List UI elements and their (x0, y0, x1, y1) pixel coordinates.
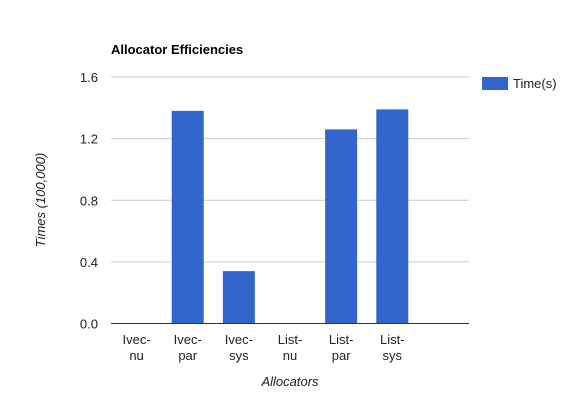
legend-swatch (482, 77, 508, 90)
y-tick-labels: 0.0 0.4 0.8 1.2 1.6 (80, 70, 98, 332)
x-tick-label: Ivec- (122, 332, 150, 347)
chart-title: Allocator Efficiencies (111, 42, 243, 57)
x-tick-label: par (178, 348, 197, 363)
x-tick-label: par (332, 348, 351, 363)
legend: Time(s) (482, 76, 557, 91)
y-tick-label: 1.6 (80, 70, 98, 85)
x-tick-label: List- (278, 332, 303, 347)
bar (325, 129, 358, 324)
x-tick-label: List- (380, 332, 405, 347)
x-tick-label: Ivec- (174, 332, 202, 347)
x-tick-label: Ivec- (225, 332, 253, 347)
y-tick-label: 1.2 (80, 132, 98, 147)
bar (222, 271, 255, 324)
x-tick-labels: Ivec-nuIvec-parIvec-sysList-nuList-parLi… (122, 332, 404, 363)
y-tick-label: 0.8 (80, 193, 98, 208)
bar (171, 110, 204, 324)
x-tick-label: List- (329, 332, 354, 347)
y-tick-label: 0.0 (80, 317, 98, 332)
bars (171, 109, 409, 324)
y-axis-label: Times (100,000) (33, 153, 48, 248)
x-axis-label: Allocators (260, 374, 319, 389)
x-tick-label: nu (129, 348, 143, 363)
x-tick-label: sys (229, 348, 249, 363)
x-tick-label: sys (383, 348, 403, 363)
bar (376, 109, 409, 324)
legend-label: Time(s) (513, 76, 557, 91)
grid-lines (111, 76, 469, 263)
y-tick-label: 0.4 (80, 255, 98, 270)
x-tick-label: nu (283, 348, 297, 363)
